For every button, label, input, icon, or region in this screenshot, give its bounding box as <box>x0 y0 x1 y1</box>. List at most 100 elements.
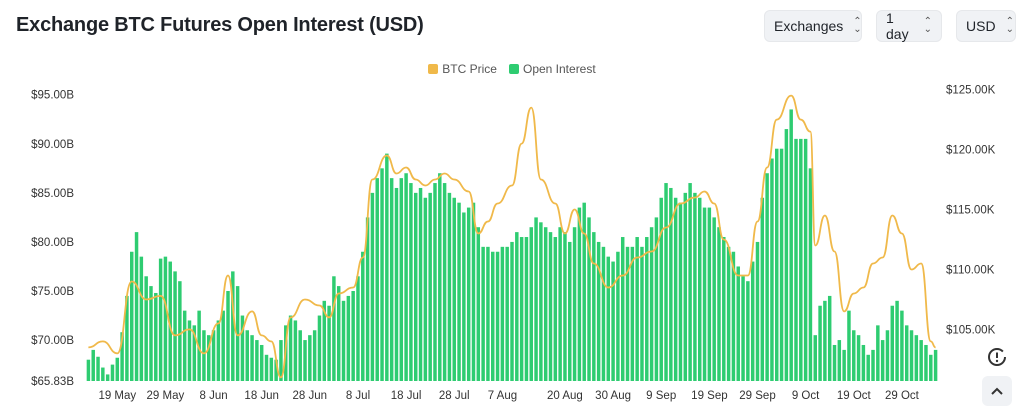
oi-bar[interactable] <box>322 300 327 381</box>
oi-bar[interactable] <box>813 335 817 381</box>
oi-bar[interactable] <box>861 344 866 381</box>
oi-bar[interactable] <box>361 251 365 381</box>
oi-bar[interactable] <box>221 310 225 381</box>
oi-bar[interactable] <box>216 320 221 381</box>
oi-bar[interactable] <box>620 237 625 381</box>
oi-bar[interactable] <box>827 295 832 381</box>
oi-bar[interactable] <box>702 207 707 381</box>
oi-bar[interactable] <box>139 256 144 381</box>
oi-bar[interactable] <box>909 330 914 381</box>
oi-bar[interactable] <box>168 261 172 381</box>
oi-bar[interactable] <box>707 207 712 381</box>
legend-item-btc-price[interactable]: BTC Price <box>428 62 497 76</box>
oi-bar[interactable] <box>654 217 659 381</box>
oi-bar[interactable] <box>847 310 851 381</box>
oi-bar[interactable] <box>645 237 649 381</box>
oi-bar[interactable] <box>486 246 490 381</box>
oi-bar[interactable] <box>890 305 895 381</box>
oi-bar[interactable] <box>404 173 408 381</box>
oi-bar[interactable] <box>380 168 384 381</box>
oi-bar[interactable] <box>933 349 938 381</box>
oi-bar[interactable] <box>264 354 269 381</box>
oi-bar[interactable] <box>856 335 861 381</box>
oi-bar[interactable] <box>158 258 163 381</box>
oi-bar[interactable] <box>765 173 769 381</box>
oi-bar[interactable] <box>919 340 923 381</box>
legend-item-open-interest[interactable]: Open Interest <box>508 62 596 76</box>
oi-bar[interactable] <box>630 246 635 381</box>
oi-bar[interactable] <box>341 300 346 381</box>
oi-bar[interactable] <box>163 256 168 381</box>
oi-bar[interactable] <box>308 335 312 381</box>
exchanges-select[interactable]: Exchanges ⌃ ⌄ <box>764 10 862 42</box>
oi-bar[interactable] <box>635 237 639 381</box>
oi-bar[interactable] <box>770 158 774 381</box>
oi-bar[interactable] <box>235 286 240 381</box>
oi-bar[interactable] <box>96 356 100 381</box>
oi-bar[interactable] <box>336 286 341 381</box>
oi-bar[interactable] <box>433 183 437 381</box>
oi-bar[interactable] <box>481 246 485 381</box>
oi-bar[interactable] <box>182 310 187 381</box>
oi-bar[interactable] <box>115 357 120 381</box>
oi-bar[interactable] <box>842 349 846 381</box>
oi-bar[interactable] <box>202 330 206 381</box>
reset-zoom-button[interactable] <box>982 342 1012 372</box>
oi-bar[interactable] <box>365 217 370 381</box>
oi-bar[interactable] <box>500 246 505 381</box>
oi-bar[interactable] <box>876 325 880 381</box>
oi-bar[interactable] <box>192 325 197 381</box>
oi-bar[interactable] <box>895 300 899 381</box>
oi-bar[interactable] <box>385 153 389 381</box>
interval-select[interactable]: 1 day ⌃ ⌄ <box>876 10 942 42</box>
oi-bar[interactable] <box>717 227 721 381</box>
oi-bar[interactable] <box>312 330 317 381</box>
oi-bar[interactable] <box>837 340 842 381</box>
oi-bar[interactable] <box>818 305 822 381</box>
oi-bar[interactable] <box>596 241 601 381</box>
oi-bar[interactable] <box>226 291 230 381</box>
oi-bar[interactable] <box>414 192 418 381</box>
oi-bar[interactable] <box>259 344 264 381</box>
oi-bar[interactable] <box>678 202 683 381</box>
oi-bar[interactable] <box>462 212 466 381</box>
oi-bar[interactable] <box>688 183 692 381</box>
oi-bar[interactable] <box>211 330 216 381</box>
oi-bar[interactable] <box>110 364 115 381</box>
oi-bar[interactable] <box>755 241 760 381</box>
oi-bar[interactable] <box>510 241 514 381</box>
oi-bar[interactable] <box>866 354 870 381</box>
oi-bar[interactable] <box>673 197 678 381</box>
oi-bar[interactable] <box>197 310 201 381</box>
oi-bar[interactable] <box>120 332 124 381</box>
oi-bar[interactable] <box>101 367 105 381</box>
oi-bar[interactable] <box>741 276 745 381</box>
oi-bar[interactable] <box>134 232 139 381</box>
oi-bar[interactable] <box>178 281 182 381</box>
oi-bar[interactable] <box>399 178 404 381</box>
oi-bar[interactable] <box>524 237 529 381</box>
oi-bar[interactable] <box>529 227 533 381</box>
oi-bar[interactable] <box>924 344 928 381</box>
oi-bar[interactable] <box>491 251 495 381</box>
oi-bar[interactable] <box>698 197 702 381</box>
oi-bar[interactable] <box>683 192 688 381</box>
oi-bar[interactable] <box>808 168 813 381</box>
oi-bar[interactable] <box>553 237 558 381</box>
oi-bar[interactable] <box>250 335 254 381</box>
oi-bar[interactable] <box>572 227 577 381</box>
oi-bar[interactable] <box>669 187 673 381</box>
oi-bar[interactable] <box>288 315 293 381</box>
oi-bar[interactable] <box>505 246 509 381</box>
oi-bar[interactable] <box>534 217 538 381</box>
oi-bar[interactable] <box>784 129 789 381</box>
oi-bar[interactable] <box>592 232 596 381</box>
oi-bar[interactable] <box>394 187 399 381</box>
oi-bar[interactable] <box>750 261 755 381</box>
oi-bar[interactable] <box>871 349 875 381</box>
oi-bar[interactable] <box>245 330 249 381</box>
oi-bar[interactable] <box>409 183 413 381</box>
oi-bar[interactable] <box>105 374 110 381</box>
oi-bar[interactable] <box>832 344 837 381</box>
oi-bar[interactable] <box>519 237 524 381</box>
